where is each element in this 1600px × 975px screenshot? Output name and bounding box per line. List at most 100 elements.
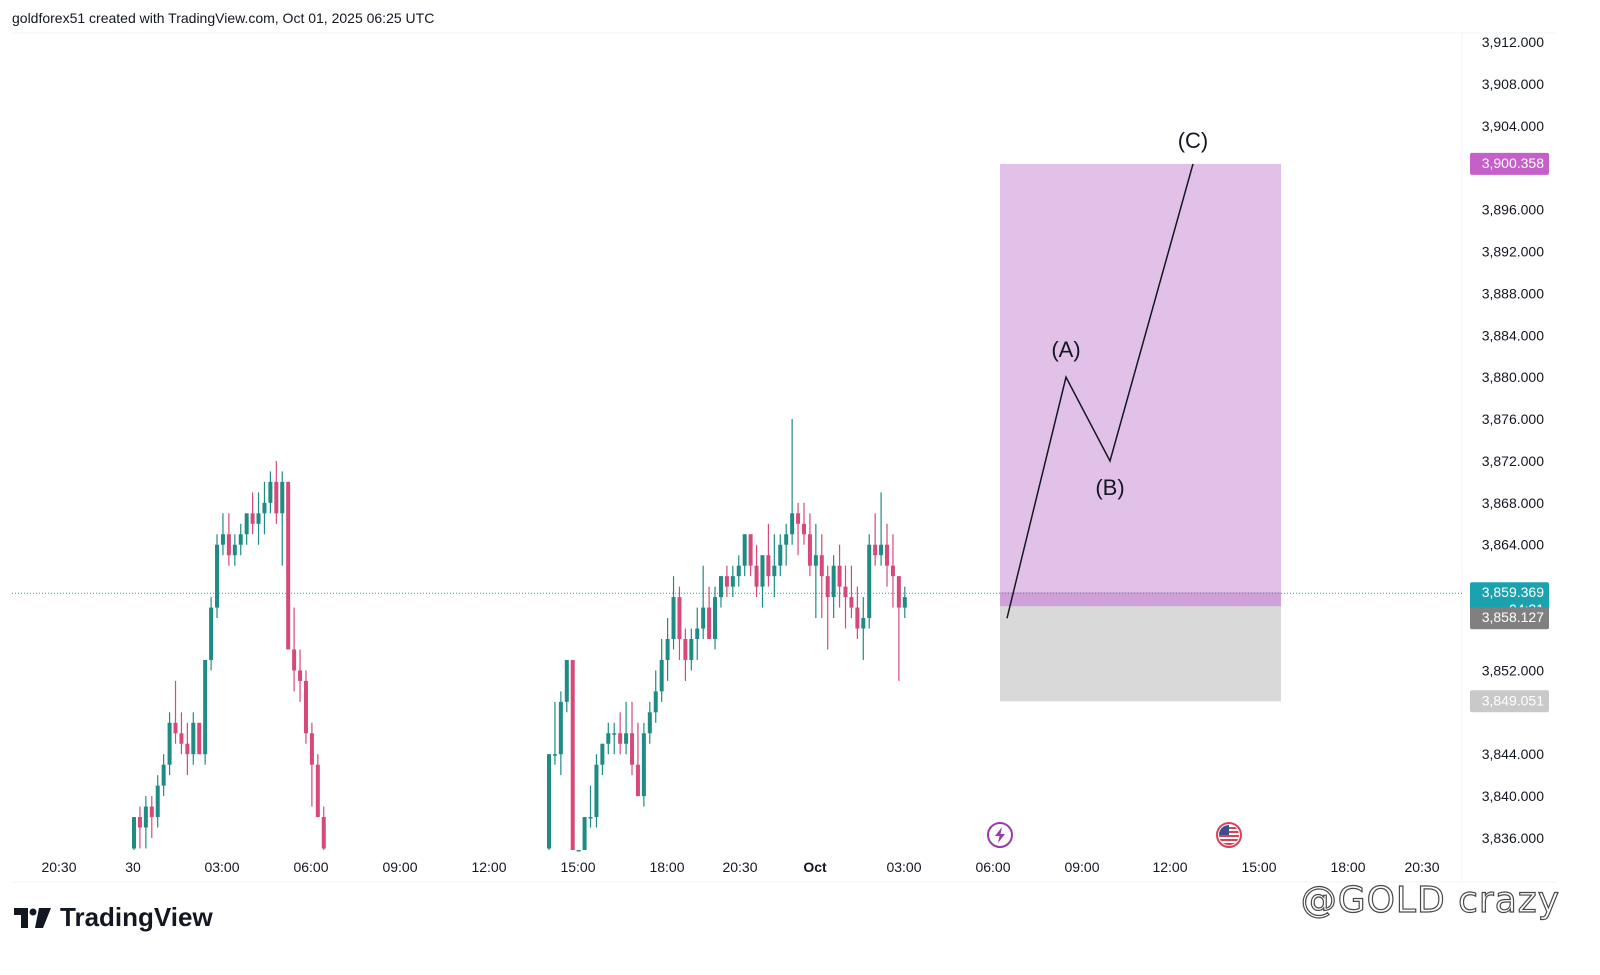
candle-s2-44[interactable] xyxy=(807,513,812,577)
candle-s1-7[interactable] xyxy=(173,680,178,744)
candle-s1-29[interactable] xyxy=(303,670,308,744)
candle-s2-50[interactable] xyxy=(843,565,848,629)
candle-s2-30[interactable] xyxy=(724,565,729,598)
candle-s2-36[interactable] xyxy=(760,555,765,608)
candle-s1-17[interactable] xyxy=(232,534,237,566)
candle-s1-12[interactable] xyxy=(203,659,208,765)
candle-s2-48[interactable] xyxy=(831,555,836,619)
candle-s1-19[interactable] xyxy=(244,513,249,545)
candle-s2-1[interactable] xyxy=(552,701,557,765)
candle-s2-19[interactable] xyxy=(659,639,664,702)
candle-s1-9[interactable] xyxy=(185,722,190,776)
candle-s1-15[interactable] xyxy=(220,513,225,556)
candle-s1-31[interactable] xyxy=(315,754,320,818)
candle-s1-1[interactable] xyxy=(137,806,142,849)
target-zone[interactable] xyxy=(1000,163,1281,607)
candle-s2-6[interactable] xyxy=(582,817,587,850)
candle-s1-20[interactable] xyxy=(250,492,255,535)
candle-s2-18[interactable] xyxy=(653,670,658,723)
candle-s2-21[interactable] xyxy=(671,576,676,650)
candle-s2-51[interactable] xyxy=(849,565,854,619)
elliott-wave-path[interactable] xyxy=(1006,163,1194,619)
candle-s2-23[interactable] xyxy=(683,628,688,681)
candle-s1-28[interactable] xyxy=(298,649,303,702)
candle-s2-20[interactable] xyxy=(665,618,670,681)
candle-s2-57[interactable] xyxy=(885,523,890,587)
candle-s2-2[interactable] xyxy=(558,691,563,776)
candle-s1-3[interactable] xyxy=(149,796,154,838)
candle-s2-53[interactable] xyxy=(861,597,866,660)
candle-s1-16[interactable] xyxy=(226,513,231,566)
candle-s2-32[interactable] xyxy=(736,555,741,587)
candle-s2-7[interactable] xyxy=(588,785,593,828)
candle-s2-34[interactable] xyxy=(748,534,753,577)
candle-s2-0[interactable] xyxy=(547,754,551,850)
candle-s2-11[interactable] xyxy=(612,722,617,755)
candle-s2-5[interactable] xyxy=(576,850,581,852)
tradingview-logo[interactable]: TradingView xyxy=(14,902,213,933)
candle-s2-46[interactable] xyxy=(819,534,824,619)
candle-s2-45[interactable] xyxy=(813,523,818,619)
candle-s2-56[interactable] xyxy=(879,492,884,566)
candle-s1-23[interactable] xyxy=(268,471,273,514)
candle-s2-31[interactable] xyxy=(730,565,735,598)
candle-s2-43[interactable] xyxy=(801,502,806,545)
candle-s2-38[interactable] xyxy=(772,534,777,598)
candle-s2-58[interactable] xyxy=(890,534,895,608)
candle-s2-13[interactable] xyxy=(624,701,629,755)
candle-s2-3[interactable] xyxy=(564,659,569,713)
candle-s1-21[interactable] xyxy=(256,492,261,545)
candle-s2-29[interactable] xyxy=(718,576,723,608)
candle-s2-49[interactable] xyxy=(837,544,842,608)
candle-s1-14[interactable] xyxy=(215,534,220,619)
candle-s2-24[interactable] xyxy=(689,628,694,671)
candle-s2-60[interactable] xyxy=(902,586,907,619)
candle-s1-10[interactable] xyxy=(191,712,196,765)
candle-s2-54[interactable] xyxy=(867,534,872,629)
candle-s2-33[interactable] xyxy=(742,534,747,577)
candle-s1-32[interactable] xyxy=(321,806,326,850)
candle-s1-4[interactable] xyxy=(155,775,160,828)
candle-s2-37[interactable] xyxy=(766,523,771,587)
candle-s2-16[interactable] xyxy=(641,722,646,807)
candle-s2-35[interactable] xyxy=(754,544,759,598)
candle-s1-30[interactable] xyxy=(309,722,314,807)
candle-s2-9[interactable] xyxy=(600,743,605,776)
candle-s2-55[interactable] xyxy=(873,513,878,566)
stop-zone[interactable] xyxy=(1000,606,1281,702)
candle-s2-52[interactable] xyxy=(855,586,860,639)
candle-s1-13[interactable] xyxy=(209,597,214,671)
candle-s2-26[interactable] xyxy=(701,565,706,639)
candle-s2-47[interactable] xyxy=(825,565,830,650)
candle-s2-40[interactable] xyxy=(784,523,789,566)
us-flag-icon[interactable] xyxy=(1216,822,1242,848)
candle-s2-27[interactable] xyxy=(707,586,712,639)
candle-s1-8[interactable] xyxy=(179,712,184,755)
candle-s2-39[interactable] xyxy=(778,534,783,577)
candle-s2-8[interactable] xyxy=(594,754,599,828)
candle-s1-24[interactable] xyxy=(274,460,279,524)
candle-s2-4[interactable] xyxy=(570,659,575,850)
candle-s2-25[interactable] xyxy=(695,607,700,660)
candle-s1-0[interactable] xyxy=(132,817,136,850)
candle-s1-25[interactable] xyxy=(280,471,285,566)
candle-s1-22[interactable] xyxy=(262,481,267,535)
candle-s2-59[interactable] xyxy=(896,576,901,681)
candle-s2-15[interactable] xyxy=(635,722,640,797)
candle-s2-12[interactable] xyxy=(618,712,623,755)
candle-s1-26[interactable] xyxy=(286,481,291,650)
candle-s2-17[interactable] xyxy=(647,701,652,744)
candle-s2-41[interactable] xyxy=(790,419,795,545)
candle-s2-42[interactable] xyxy=(796,502,801,556)
candle-s2-28[interactable] xyxy=(713,586,718,650)
candle-s1-6[interactable] xyxy=(167,712,172,776)
candle-s1-5[interactable] xyxy=(161,754,166,797)
candle-s2-14[interactable] xyxy=(630,701,635,776)
candle-s1-11[interactable] xyxy=(197,722,202,755)
candle-s1-18[interactable] xyxy=(238,523,243,556)
lightning-icon[interactable] xyxy=(987,822,1013,848)
candle-s1-2[interactable] xyxy=(143,796,148,849)
candle-s1-27[interactable] xyxy=(292,607,297,692)
candle-s2-10[interactable] xyxy=(606,722,611,755)
